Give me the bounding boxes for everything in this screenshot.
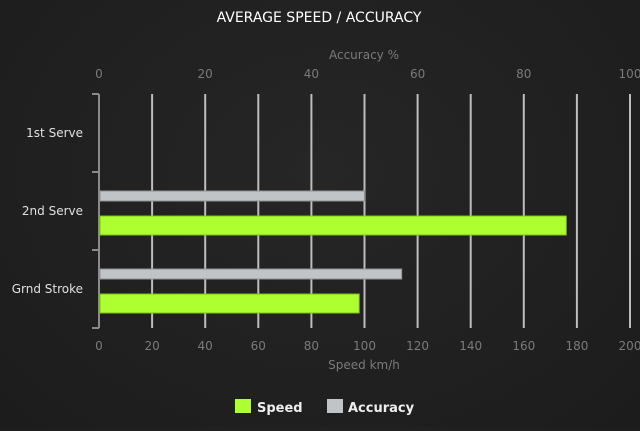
bottom-tick-label: 80: [304, 339, 319, 353]
bar-speed[interactable]: [99, 293, 360, 314]
bottom-axis-label: Speed km/h: [328, 358, 400, 372]
chart-title: AVERAGE SPEED / ACCURACY: [217, 10, 422, 26]
bar-speed[interactable]: [99, 215, 567, 236]
legend: Speed Accuracy: [235, 399, 415, 416]
legend-swatch-speed: [235, 399, 251, 413]
bottom-tick-label: 0: [95, 339, 103, 353]
legend-swatch-accuracy: [327, 399, 343, 413]
top-tick-label: 40: [304, 67, 319, 81]
bottom-tick-label: 180: [565, 339, 588, 353]
bar-accuracy[interactable]: [99, 268, 403, 280]
bottom-tick-label: 120: [406, 339, 429, 353]
category-label: Grnd Stroke: [12, 282, 83, 296]
top-tick-label: 0: [95, 67, 103, 81]
top-tick-label: 100: [619, 67, 640, 81]
bar-accuracy[interactable]: [99, 190, 365, 202]
top-tick-label: 80: [516, 67, 531, 81]
category-label: 1st Serve: [26, 126, 83, 140]
category-label: 2nd Serve: [22, 204, 83, 218]
top-tick-label: 20: [198, 67, 213, 81]
legend-label-speed[interactable]: Speed: [257, 401, 303, 416]
top-tick-label: 60: [410, 67, 425, 81]
bottom-tick-label: 140: [459, 339, 482, 353]
bottom-tick-label: 20: [144, 339, 159, 353]
top-axis-label: Accuracy %: [329, 48, 399, 62]
bottom-tick-label: 40: [198, 339, 213, 353]
legend-label-accuracy[interactable]: Accuracy: [348, 401, 415, 416]
bottom-tick-label: 60: [251, 339, 266, 353]
bottom-tick-label: 160: [512, 339, 535, 353]
bottom-tick-label: 100: [353, 339, 376, 353]
bottom-tick-label: 200: [619, 339, 640, 353]
